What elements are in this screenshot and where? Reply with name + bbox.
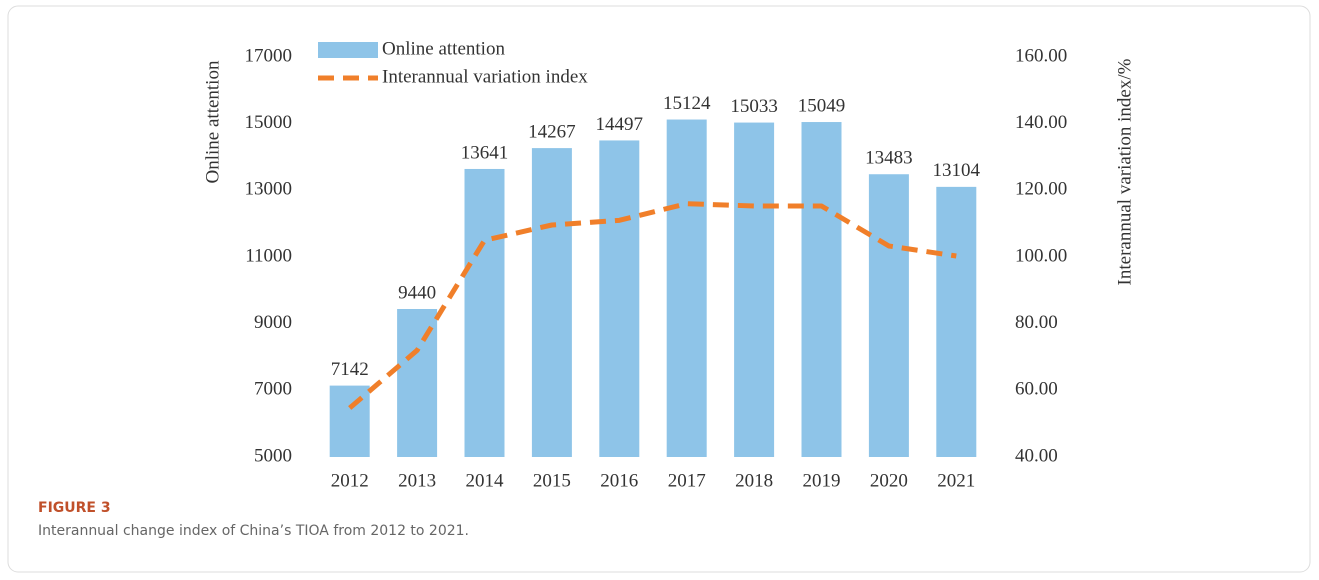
bar — [397, 309, 438, 457]
y-tick-label: 11000 — [245, 245, 292, 266]
y2-tick-label: 80.00 — [1015, 312, 1058, 333]
y2-tick-label: 120.00 — [1015, 179, 1067, 200]
figure-label: FIGURE 3 — [38, 500, 111, 516]
legend-label: Interannual variation index — [382, 66, 588, 87]
bar — [329, 385, 370, 457]
bar — [868, 174, 909, 457]
y2-tick-label: 40.00 — [1015, 445, 1058, 466]
data-label: 15049 — [798, 95, 846, 116]
legend-label: Online attention — [382, 38, 505, 59]
bar — [531, 148, 572, 457]
bar — [666, 119, 707, 458]
bar — [599, 140, 640, 457]
y2-tick-label: 60.00 — [1015, 379, 1058, 400]
y2-tick-label: 140.00 — [1015, 112, 1067, 133]
x-tick-label: 2015 — [533, 470, 571, 491]
data-label: 13641 — [461, 142, 509, 163]
x-tick-label: 2017 — [668, 470, 706, 491]
bar — [734, 122, 775, 458]
y-tick-label: 15000 — [245, 112, 293, 133]
y2-tick-label: 100.00 — [1015, 245, 1067, 266]
y-tick-label: 7000 — [254, 379, 292, 400]
y-tick-label: 17000 — [245, 45, 293, 66]
bar — [464, 168, 505, 457]
y-axis-title: Online attention — [202, 60, 223, 183]
data-label: 13483 — [865, 148, 913, 169]
data-label: 14267 — [528, 121, 576, 142]
x-tick-label: 2012 — [331, 470, 369, 491]
legend-swatch — [318, 42, 378, 58]
y-tick-label: 5000 — [254, 445, 292, 466]
y-tick-label: 9000 — [254, 312, 292, 333]
x-tick-label: 2021 — [937, 470, 975, 491]
y-tick-label: 13000 — [245, 179, 293, 200]
data-label: 15124 — [663, 93, 711, 114]
x-tick-label: 2018 — [735, 470, 773, 491]
data-label: 7142 — [331, 359, 369, 380]
line — [348, 201, 957, 410]
data-label: 15033 — [730, 96, 778, 117]
y2-tick-label: 160.00 — [1015, 45, 1067, 66]
y2-axis-title: Interannual variation index/% — [1114, 58, 1135, 285]
x-tick-label: 2019 — [803, 470, 841, 491]
bar — [936, 186, 977, 457]
x-tick-label: 2013 — [398, 470, 436, 491]
data-label: 13104 — [933, 160, 981, 181]
bar — [801, 122, 842, 458]
x-tick-label: 2016 — [600, 470, 638, 491]
figure-caption: Interannual change index of China’s TIOA… — [38, 523, 469, 539]
data-label: 9440 — [398, 282, 436, 303]
data-label: 14497 — [596, 114, 644, 135]
x-tick-label: 2014 — [466, 470, 505, 491]
x-tick-label: 2020 — [870, 470, 908, 491]
